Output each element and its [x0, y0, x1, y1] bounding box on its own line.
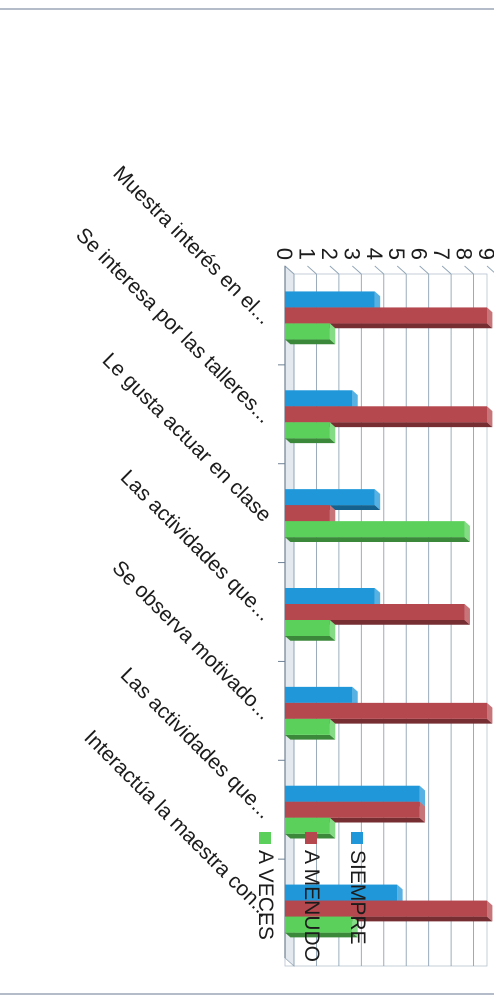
bar-a-veces-0: [284, 323, 336, 345]
category-label-1: Se interesa por las talleres...: [71, 223, 275, 427]
legend: SIEMPRE A MENUDO A VECES: [254, 832, 369, 962]
legend-item-a-menudo: A MENUDO: [300, 832, 323, 962]
value-tick-label-0: 0: [272, 248, 297, 260]
bar-a-menudo-0: [285, 307, 493, 329]
bar-a-menudo-1: [285, 406, 493, 428]
legend-item-a-veces: A VECES: [254, 832, 277, 940]
value-tick-label-6: 6: [407, 248, 432, 260]
value-tick-labels: 0123456789: [272, 248, 494, 260]
value-tick-label-5: 5: [384, 248, 409, 260]
legend-label: SIEMPRE: [346, 850, 369, 945]
category-label-4: Se observa motivado...: [108, 556, 276, 724]
gridline-depth-6: [419, 265, 429, 275]
legend-swatch: [259, 832, 271, 844]
value-tick-label-7: 7: [429, 248, 454, 260]
gridline-depth-7: [441, 265, 452, 275]
gridline-depth-8: [464, 265, 474, 275]
rotated-chart-area: 0123456789 Muestra interés en el...Se in…: [71, 162, 494, 967]
gridline-depth-1: [307, 265, 317, 275]
bar-a-veces-1: [284, 422, 336, 444]
value-tick-label-4: 4: [362, 248, 387, 260]
gridline-depth-5: [396, 265, 407, 275]
bars: [284, 291, 493, 938]
legend-swatch: [351, 832, 363, 844]
value-tick-label-2: 2: [317, 248, 342, 260]
category-label-0: Muestra interés en el...: [108, 162, 275, 329]
legend-item-siempre: SIEMPRE: [346, 832, 369, 945]
category-label-2: Le gusta actuar en clase: [98, 349, 276, 527]
bar-a-veces-4: [284, 718, 336, 740]
value-tick-label-1: 1: [294, 248, 319, 260]
category-labels: Muestra interés en el...Se interesa por …: [71, 162, 275, 922]
bar-a-veces-2: [284, 521, 470, 542]
value-tick-label-3: 3: [339, 248, 364, 260]
bar-a-menudo-4: [285, 702, 493, 724]
legend-swatch: [305, 832, 317, 844]
gridline-depth-3: [352, 265, 362, 275]
gridline-depth-2: [329, 265, 340, 275]
bar-a-veces-6: [284, 916, 358, 938]
legend-label: A VECES: [254, 850, 277, 940]
category-label-6: Interactúa la maestra con...: [80, 726, 276, 922]
value-tick-label-8: 8: [452, 248, 477, 260]
gridline-depth-9: [486, 265, 494, 275]
gridline-depth-0: [284, 265, 295, 275]
bar-a-veces-3: [284, 620, 336, 641]
gridline-depth-4: [374, 265, 385, 275]
legend-label: A MENUDO: [300, 850, 323, 962]
value-tick-label-9: 9: [474, 248, 494, 260]
